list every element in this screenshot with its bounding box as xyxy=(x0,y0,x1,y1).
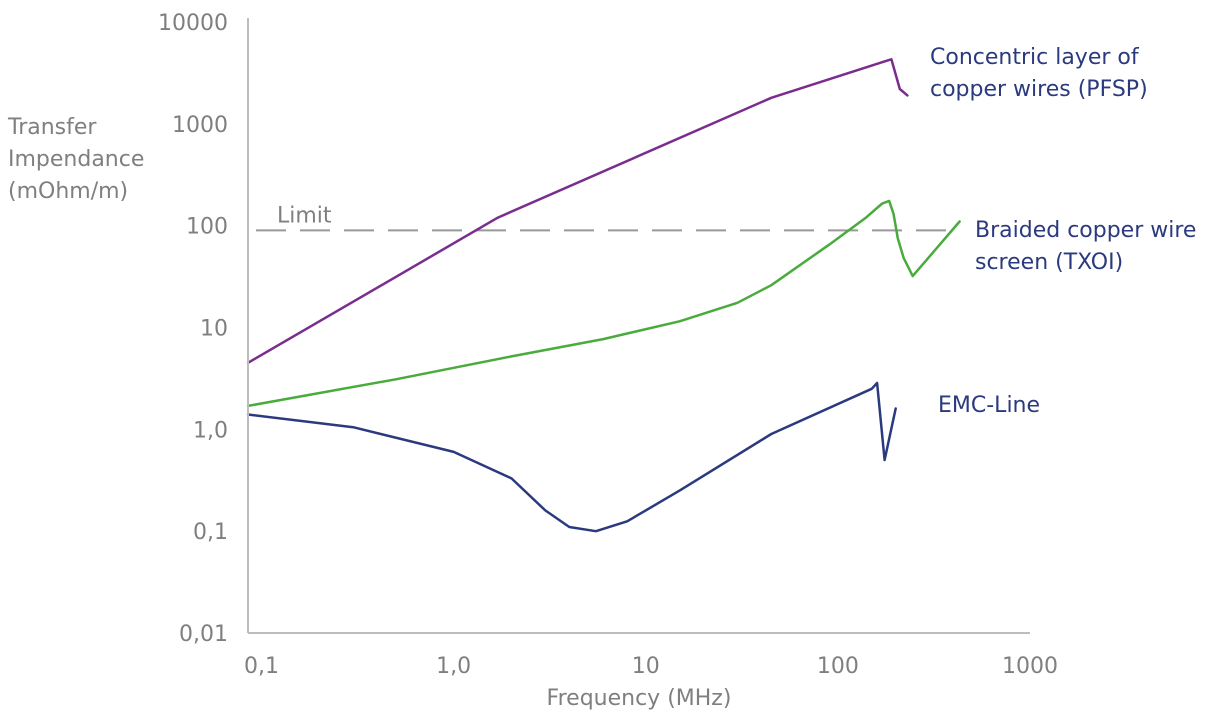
series-line-emc-line xyxy=(246,381,897,533)
x-axis-title: Frequency (MHz) xyxy=(547,686,732,711)
series-label-concentric-layer-of-copper-wires-pfsp: copper wires (PFSP) xyxy=(930,77,1148,102)
y-tick-label-0-1: 0,1 xyxy=(193,520,228,545)
y-axis-title: Transfer Impendance (mOhm/m) xyxy=(7,115,144,204)
series-line-concentric-layer-of-copper-wires-pfsp xyxy=(246,58,909,365)
series-line-braided-copper-wire-screen-txoi xyxy=(246,199,961,408)
y-tick-label-0-01: 0,01 xyxy=(179,622,228,647)
y-tick-label-1-0: 1,0 xyxy=(193,418,228,443)
y-axis-title-line: (mOhm/m) xyxy=(8,179,128,204)
y-tick-label-10: 10 xyxy=(200,317,228,342)
series-labels: Concentric layer of copper wires (PFSP) Br… xyxy=(930,45,1196,418)
y-tick-label-100: 100 xyxy=(186,215,228,240)
limit-group: Limit xyxy=(256,203,960,232)
x-tick-label-10: 10 xyxy=(632,654,660,679)
series-label-concentric-layer-of-copper-wires-pfsp: Concentric layer of xyxy=(930,45,1140,70)
x-axis-tick-labels: 0,1 1,0 10 100 1000 xyxy=(244,654,1058,679)
y-tick-label-1000: 1000 xyxy=(172,113,228,138)
y-axis-title-line: Impendance xyxy=(8,147,144,172)
series-label-braided-copper-wire-screen-txoi: screen (TXOI) xyxy=(975,250,1123,275)
x-tick-label-0-1: 0,1 xyxy=(244,654,279,679)
series-label-emc-line: EMC-Line xyxy=(938,393,1040,418)
series-label-braided-copper-wire-screen-txoi: Braided copper wire xyxy=(975,218,1196,243)
y-axis-title-line: Transfer xyxy=(7,115,97,140)
x-tick-label-100: 100 xyxy=(817,654,859,679)
y-axis-tick-labels: 0,01 0,1 1,0 10 100 1000 10000 xyxy=(158,11,228,647)
x-tick-label-1000: 1000 xyxy=(1002,654,1058,679)
series-lines xyxy=(246,58,961,533)
x-tick-label-1-0: 1,0 xyxy=(436,654,471,679)
y-tick-label-10000: 10000 xyxy=(158,11,228,36)
limit-label: Limit xyxy=(277,203,332,228)
